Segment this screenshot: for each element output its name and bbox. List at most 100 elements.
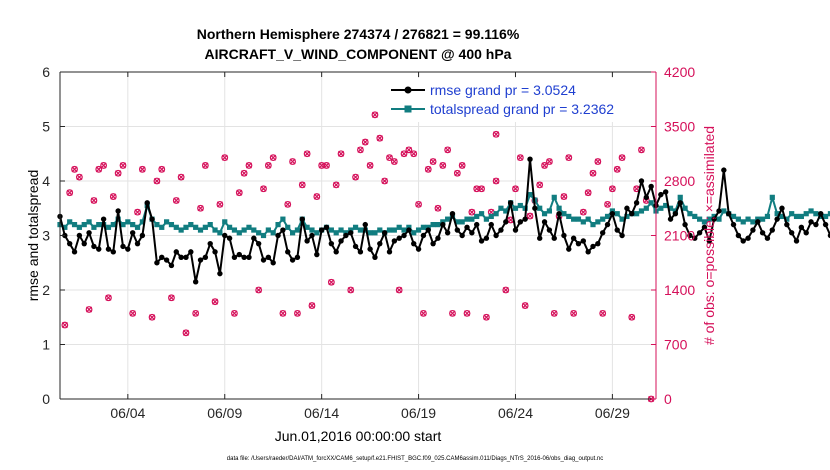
- rmse-point: [86, 230, 92, 236]
- x-tick-label: 06/09: [207, 405, 242, 421]
- totalspread-point: [236, 230, 242, 236]
- obs-marker: [381, 177, 389, 185]
- rmse-point: [362, 221, 368, 228]
- obs-possible-circle: [289, 158, 296, 165]
- totalspread-point: [222, 219, 228, 225]
- totalspread-point: [338, 227, 344, 233]
- y-tick-label-right: 3500: [664, 119, 695, 135]
- obs-marker: [114, 169, 122, 177]
- obs-marker: [376, 134, 384, 142]
- obs-marker: [395, 286, 403, 294]
- totalspread-point: [420, 224, 427, 230]
- rmse-point: [294, 254, 301, 260]
- rmse-point: [338, 238, 344, 244]
- obs-marker: [618, 154, 626, 162]
- totalspread-point: [246, 224, 252, 230]
- obs-assimilated-x: [119, 162, 127, 169]
- obs-marker: [90, 197, 98, 204]
- totalspread-point: [483, 216, 490, 222]
- totalspread-point: [440, 219, 446, 225]
- rmse-point: [323, 224, 330, 231]
- rmse-point: [212, 249, 218, 255]
- rmse-point: [774, 216, 780, 222]
- obs-marker: [100, 162, 108, 169]
- rmse-point: [619, 232, 625, 239]
- obs-assimilated-x: [493, 131, 500, 138]
- obs-possible-circle: [478, 185, 485, 193]
- totalspread-point: [682, 205, 688, 211]
- obs-marker: [521, 302, 529, 309]
- obs-assimilated-x: [415, 201, 422, 208]
- obs-assimilated-x: [434, 205, 441, 212]
- rmse-point: [779, 205, 785, 211]
- rmse-point: [808, 219, 814, 225]
- obs-assimilated-x: [197, 205, 204, 212]
- obs-possible-circle: [429, 158, 437, 165]
- legend-box: [386, 78, 648, 122]
- obs-assimilated-x: [308, 302, 315, 309]
- obs-marker: [172, 197, 180, 204]
- legend-rmse-label: rmse grand pr = 3.0524: [430, 82, 576, 98]
- totalspread-point: [285, 224, 291, 230]
- rmse-point: [430, 240, 436, 247]
- obs-marker: [638, 146, 645, 154]
- obs-possible-circle: [376, 134, 384, 142]
- rmse-point: [357, 249, 364, 255]
- obs-marker: [468, 208, 476, 216]
- totalspread-point: [692, 213, 698, 220]
- obs-assimilated-x: [565, 154, 572, 161]
- totalspread-point: [769, 194, 775, 200]
- obs-marker: [298, 181, 306, 189]
- rmse-point: [803, 230, 809, 236]
- obs-possible-circle: [458, 162, 466, 169]
- rmse-point: [260, 257, 267, 263]
- obs-marker: [483, 313, 490, 321]
- totalspread-point: [546, 208, 552, 214]
- rmse-point: [764, 235, 771, 241]
- obs-marker: [308, 302, 316, 309]
- obs-possible-circle: [381, 177, 389, 185]
- totalspread-point: [71, 222, 78, 228]
- rmse-point: [91, 243, 97, 250]
- obs-assimilated-x: [580, 209, 587, 216]
- obs-possible-circle: [357, 146, 364, 154]
- obs-assimilated-x: [512, 185, 519, 192]
- rmse-point: [464, 224, 470, 231]
- totalspread-point: [474, 213, 480, 220]
- x-tick-label: 06/14: [304, 405, 339, 421]
- rmse-point: [115, 208, 121, 214]
- rmse-point: [701, 224, 708, 231]
- rmse-point: [81, 240, 87, 247]
- obs-marker: [405, 146, 413, 154]
- obs-assimilated-x: [536, 181, 543, 188]
- obs-possible-circle: [138, 165, 146, 173]
- obs-marker: [245, 162, 253, 169]
- rmse-point: [183, 254, 189, 260]
- rmse-point: [241, 254, 247, 260]
- totalspread-point: [348, 227, 354, 233]
- rmse-point: [401, 232, 407, 239]
- rmse-point: [580, 238, 587, 244]
- obs-assimilated-x: [425, 166, 432, 173]
- obs-assimilated-x: [173, 197, 180, 204]
- rmse-point: [134, 240, 141, 247]
- rmse-point: [202, 254, 209, 260]
- obs-marker: [279, 309, 287, 317]
- totalspread-point: [81, 222, 87, 228]
- obs-possible-circle: [468, 208, 476, 216]
- totalspread-point: [357, 227, 364, 233]
- obs-possible-circle: [521, 302, 529, 309]
- obs-possible-circle: [105, 294, 112, 302]
- y-tick-label-left: 4: [42, 173, 50, 189]
- obs-possible-circle: [613, 165, 621, 173]
- rmse-point: [629, 211, 635, 217]
- obs-possible-circle: [512, 185, 519, 193]
- obs-possible-circle: [386, 154, 393, 162]
- obs-assimilated-x: [589, 170, 597, 177]
- obs-assimilated-x: [299, 181, 306, 188]
- obs-possible-circle: [579, 208, 587, 216]
- obs-assimilated-x: [265, 162, 272, 169]
- totalspread-point: [750, 219, 756, 225]
- obs-marker: [231, 309, 238, 317]
- totalspread-point: [304, 224, 310, 230]
